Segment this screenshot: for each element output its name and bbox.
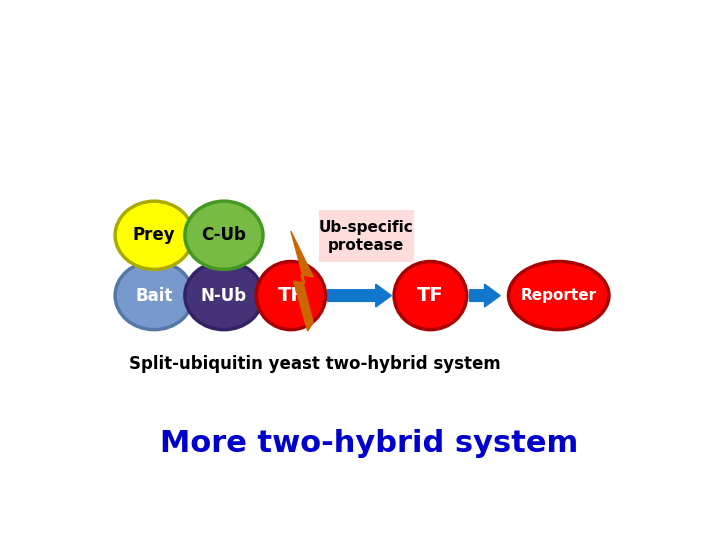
Text: Split-ubiquitin yeast two-hybrid system: Split-ubiquitin yeast two-hybrid system bbox=[129, 355, 501, 373]
FancyArrow shape bbox=[327, 284, 392, 307]
Text: TF: TF bbox=[278, 286, 304, 305]
FancyArrow shape bbox=[469, 284, 500, 307]
Ellipse shape bbox=[115, 261, 193, 329]
Ellipse shape bbox=[185, 201, 263, 269]
Text: Prey: Prey bbox=[133, 226, 176, 244]
Text: TF: TF bbox=[417, 286, 444, 305]
Ellipse shape bbox=[185, 261, 263, 329]
Text: More two-hybrid system: More two-hybrid system bbox=[160, 429, 578, 458]
Text: N-Ub: N-Ub bbox=[201, 287, 247, 305]
Ellipse shape bbox=[508, 261, 609, 329]
FancyBboxPatch shape bbox=[319, 210, 413, 262]
Text: Bait: Bait bbox=[135, 287, 173, 305]
Polygon shape bbox=[291, 231, 313, 331]
Text: Reporter: Reporter bbox=[521, 288, 597, 303]
Ellipse shape bbox=[256, 261, 325, 329]
Ellipse shape bbox=[394, 261, 467, 329]
Ellipse shape bbox=[115, 201, 193, 269]
Text: Ub-specific
protease: Ub-specific protease bbox=[319, 220, 413, 253]
Text: C-Ub: C-Ub bbox=[202, 226, 246, 244]
